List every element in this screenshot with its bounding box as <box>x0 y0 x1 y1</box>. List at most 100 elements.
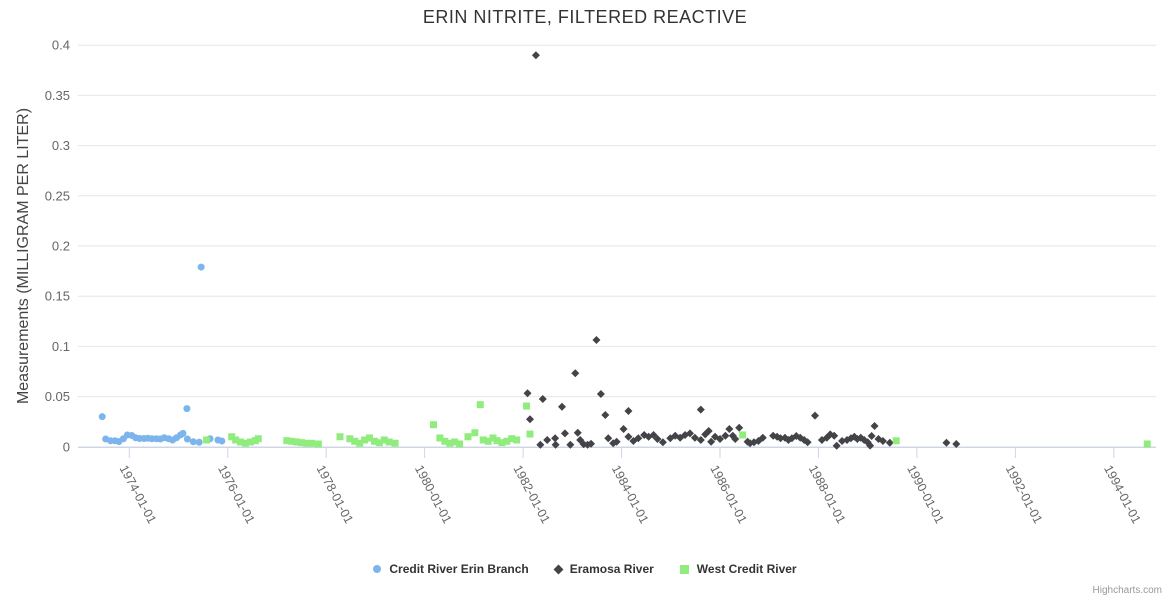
data-point-west-credit-river[interactable] <box>246 438 254 446</box>
data-point-credit-river-erin-branch[interactable] <box>197 263 205 271</box>
data-point-west-credit-river[interactable] <box>476 401 484 409</box>
data-point-eramosa-river[interactable] <box>704 427 713 436</box>
data-point-west-credit-river[interactable] <box>351 437 359 445</box>
data-point-eramosa-river[interactable] <box>942 438 951 447</box>
data-point-west-credit-river[interactable] <box>1143 440 1151 448</box>
data-point-west-credit-river[interactable] <box>293 438 301 446</box>
data-point-eramosa-river[interactable] <box>523 389 532 398</box>
data-point-west-credit-river[interactable] <box>203 436 211 444</box>
data-point-eramosa-river[interactable] <box>571 369 580 378</box>
data-point-eramosa-river[interactable] <box>587 439 596 448</box>
data-point-eramosa-river[interactable] <box>538 395 547 404</box>
data-point-west-credit-river[interactable] <box>503 437 511 445</box>
data-point-eramosa-river[interactable] <box>685 429 694 438</box>
data-point-west-credit-river[interactable] <box>380 436 388 444</box>
data-point-eramosa-river[interactable] <box>725 425 734 434</box>
data-point-eramosa-river[interactable] <box>696 405 705 414</box>
data-point-west-credit-river[interactable] <box>361 436 369 444</box>
data-point-west-credit-river[interactable] <box>892 437 900 445</box>
data-point-west-credit-river[interactable] <box>513 436 521 444</box>
data-point-eramosa-river[interactable] <box>592 335 601 344</box>
highcharts-credit-link[interactable]: Highcharts.com <box>1092 585 1162 596</box>
data-point-eramosa-river[interactable] <box>551 434 560 443</box>
data-point-credit-river-erin-branch[interactable] <box>189 438 197 446</box>
data-point-west-credit-river[interactable] <box>739 431 747 439</box>
data-point-west-credit-river[interactable] <box>346 435 354 443</box>
data-point-eramosa-river[interactable] <box>735 423 744 432</box>
data-point-eramosa-river[interactable] <box>624 432 633 441</box>
data-point-eramosa-river[interactable] <box>870 422 879 431</box>
data-point-west-credit-river[interactable] <box>241 439 249 447</box>
data-point-eramosa-river[interactable] <box>604 434 613 443</box>
legend-item-eramosa-river[interactable]: Eramosa River <box>553 562 654 576</box>
data-point-credit-river-erin-branch[interactable] <box>195 438 203 446</box>
data-point-west-credit-river[interactable] <box>303 439 311 447</box>
data-point-west-credit-river[interactable] <box>493 437 501 445</box>
data-point-west-credit-river[interactable] <box>479 436 487 444</box>
data-point-west-credit-river[interactable] <box>336 433 344 441</box>
data-point-west-credit-river[interactable] <box>385 438 393 446</box>
data-point-eramosa-river[interactable] <box>878 436 887 445</box>
data-point-eramosa-river[interactable] <box>573 428 582 437</box>
data-point-eramosa-river[interactable] <box>653 434 662 443</box>
data-point-eramosa-river[interactable] <box>551 440 560 449</box>
data-point-eramosa-river[interactable] <box>803 438 812 447</box>
data-point-eramosa-river[interactable] <box>560 429 569 438</box>
data-point-eramosa-river[interactable] <box>601 410 610 419</box>
data-point-eramosa-river[interactable] <box>867 431 876 440</box>
data-point-west-credit-river[interactable] <box>283 437 291 445</box>
data-point-eramosa-river[interactable] <box>536 440 545 449</box>
data-point-west-credit-river[interactable] <box>446 439 454 447</box>
data-point-eramosa-river[interactable] <box>885 438 894 447</box>
data-point-west-credit-river[interactable] <box>307 439 315 447</box>
data-point-eramosa-river[interactable] <box>557 402 566 411</box>
data-point-west-credit-river[interactable] <box>298 439 306 447</box>
data-point-eramosa-river[interactable] <box>624 406 633 415</box>
data-point-west-credit-river[interactable] <box>430 421 438 429</box>
data-point-eramosa-river[interactable] <box>658 438 667 447</box>
data-point-eramosa-river[interactable] <box>731 434 740 443</box>
data-point-eramosa-river[interactable] <box>525 415 534 424</box>
data-point-west-credit-river[interactable] <box>471 429 479 437</box>
data-point-eramosa-river[interactable] <box>619 425 628 434</box>
legend-item-west-credit-river[interactable]: West Credit River <box>679 562 797 576</box>
data-point-eramosa-river[interactable] <box>634 434 643 443</box>
data-point-west-credit-river[interactable] <box>456 440 464 448</box>
legend-item-credit-river-erin-branch[interactable]: Credit River Erin Branch <box>373 562 529 576</box>
data-point-eramosa-river[interactable] <box>758 433 767 442</box>
data-point-west-credit-river[interactable] <box>451 438 459 446</box>
data-point-west-credit-river[interactable] <box>366 434 374 442</box>
data-point-west-credit-river[interactable] <box>523 402 531 410</box>
data-point-credit-river-erin-branch[interactable] <box>179 429 187 437</box>
data-point-eramosa-river[interactable] <box>832 441 841 450</box>
data-point-west-credit-river[interactable] <box>370 437 378 445</box>
data-point-eramosa-river[interactable] <box>690 433 699 442</box>
data-point-eramosa-river[interactable] <box>866 441 875 450</box>
data-point-west-credit-river[interactable] <box>489 434 497 442</box>
data-point-west-credit-river[interactable] <box>484 437 492 445</box>
data-point-credit-river-erin-branch[interactable] <box>183 435 191 443</box>
data-point-west-credit-river[interactable] <box>464 433 472 441</box>
data-point-eramosa-river[interactable] <box>612 437 621 446</box>
data-point-credit-river-erin-branch[interactable] <box>218 437 226 445</box>
data-point-west-credit-river[interactable] <box>232 436 240 444</box>
data-point-west-credit-river[interactable] <box>237 438 245 446</box>
data-point-west-credit-river[interactable] <box>228 433 236 441</box>
data-point-eramosa-river[interactable] <box>707 437 716 446</box>
data-point-west-credit-river[interactable] <box>498 439 506 447</box>
data-point-eramosa-river[interactable] <box>596 389 605 398</box>
data-point-eramosa-river[interactable] <box>952 439 961 448</box>
data-point-west-credit-river[interactable] <box>526 430 534 438</box>
data-point-eramosa-river[interactable] <box>830 431 839 440</box>
data-point-west-credit-river[interactable] <box>356 439 364 447</box>
data-point-credit-river-erin-branch[interactable] <box>98 413 106 421</box>
data-point-west-credit-river[interactable] <box>508 435 516 443</box>
data-point-west-credit-river[interactable] <box>254 435 262 443</box>
data-point-west-credit-river[interactable] <box>436 434 444 442</box>
data-point-west-credit-river[interactable] <box>314 440 322 448</box>
data-point-eramosa-river[interactable] <box>696 435 705 444</box>
data-point-eramosa-river[interactable] <box>543 435 552 444</box>
data-point-eramosa-river[interactable] <box>531 51 540 60</box>
data-point-west-credit-river[interactable] <box>288 437 296 445</box>
data-point-eramosa-river[interactable] <box>566 440 575 449</box>
